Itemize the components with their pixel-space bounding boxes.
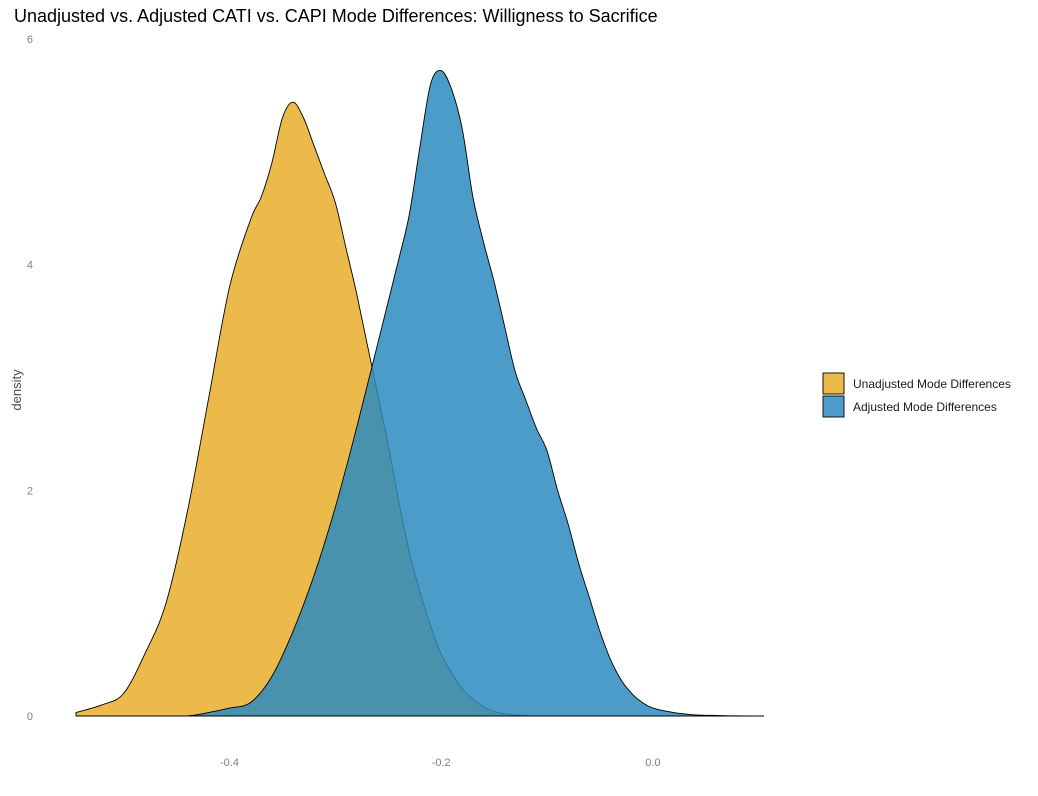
y-tick-label: 6	[27, 34, 33, 46]
legend-swatch	[822, 372, 845, 395]
legend-label: Unadjusted Mode Differences	[853, 377, 1011, 391]
density-area-adjusted	[76, 69, 765, 717]
legend-swatch	[822, 395, 845, 418]
legend-label: Adjusted Mode Differences	[853, 400, 997, 414]
plot-area	[75, 69, 765, 717]
y-tick-label: 4	[27, 260, 33, 272]
x-tick-label: 0.0	[645, 757, 660, 769]
x-tick-label: -0.2	[432, 757, 451, 769]
y-axis-title: density	[9, 369, 24, 411]
x-tick-label: -0.4	[220, 757, 239, 769]
chart-title: Unadjusted vs. Adjusted CATI vs. CAPI Mo…	[14, 6, 658, 26]
legend: Unadjusted Mode Differences Adjusted Mode…	[822, 372, 1011, 418]
y-axis: 0 2 4 6	[27, 34, 33, 723]
y-tick-label: 2	[27, 485, 33, 497]
x-axis: -0.4 -0.2 0.0	[220, 757, 661, 769]
y-tick-label: 0	[27, 711, 33, 723]
